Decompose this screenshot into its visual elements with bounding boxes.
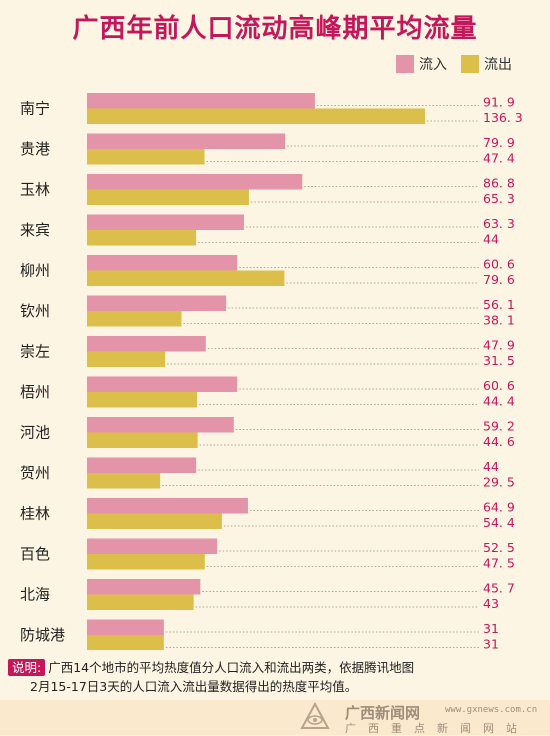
footer-cn: 广西重点新闻网站 xyxy=(345,722,529,735)
note-line1: 广西14个地市的平均热度值分人口流入和流出两类，依据腾讯地图 xyxy=(48,660,415,675)
data-label: 79. 6 xyxy=(483,272,515,287)
data-label: 136. 3 xyxy=(483,110,523,125)
data-label: 44 xyxy=(483,232,499,247)
data-label: 31. 5 xyxy=(483,353,515,368)
bar-outflow xyxy=(87,392,198,408)
note-tag: 说明: xyxy=(8,659,46,676)
bar-inflow xyxy=(87,93,315,109)
legend: 流入 流出 xyxy=(396,54,526,74)
bar-inflow xyxy=(87,174,303,190)
legend-outflow-swatch xyxy=(461,55,479,73)
data-label: 86. 8 xyxy=(483,176,515,191)
data-label: 91. 9 xyxy=(483,95,515,110)
category-label: 百色 xyxy=(20,545,50,563)
bar-outflow xyxy=(87,230,197,246)
legend-outflow: 流出 xyxy=(461,54,512,74)
category-label: 梧州 xyxy=(20,383,50,401)
legend-inflow-swatch xyxy=(396,55,414,73)
bar-inflow xyxy=(87,214,244,230)
data-label: 60. 6 xyxy=(483,378,515,393)
bar-outflow xyxy=(87,149,205,165)
bar-inflow xyxy=(87,538,218,554)
footnote: 说明: 广西14个地市的平均热度值分人口流入和流出两类，依据腾讯地图 2月15-1… xyxy=(8,658,543,696)
data-label: 63. 3 xyxy=(483,216,515,231)
category-label: 南宁 xyxy=(20,100,50,118)
bar-outflow xyxy=(87,311,182,327)
bar-inflow xyxy=(87,376,238,392)
data-label: 43 xyxy=(483,596,499,611)
category-label: 钦州 xyxy=(20,302,50,320)
data-label: 44. 4 xyxy=(483,394,515,409)
data-label: 64. 9 xyxy=(483,500,515,515)
data-label: 44. 6 xyxy=(483,434,515,449)
bar-outflow xyxy=(87,635,164,650)
bar-outflow xyxy=(87,351,166,367)
data-label: 45. 7 xyxy=(483,581,515,596)
data-label: 56. 1 xyxy=(483,297,515,312)
footer-url: www.gxnews.com.cn xyxy=(445,705,538,715)
category-label: 防城港 xyxy=(20,626,65,644)
data-label: 79. 9 xyxy=(483,135,515,150)
bar-inflow xyxy=(87,417,234,433)
data-label: 52. 5 xyxy=(483,540,515,555)
bar-inflow xyxy=(87,255,238,271)
category-label: 北海 xyxy=(20,586,50,604)
bar-outflow xyxy=(87,594,194,610)
data-label: 31 xyxy=(483,621,499,636)
bar-inflow xyxy=(87,619,164,635)
bar-inflow xyxy=(87,336,206,352)
data-label: 47. 5 xyxy=(483,556,515,571)
category-label: 崇左 xyxy=(20,343,50,361)
bar-outflow xyxy=(87,473,161,489)
data-label: 59. 2 xyxy=(483,419,515,434)
legend-inflow-label: 流入 xyxy=(419,57,447,73)
data-label: 65. 3 xyxy=(483,191,515,206)
eye-logo-icon xyxy=(300,702,330,729)
bar-inflow xyxy=(87,133,286,149)
bar-inflow xyxy=(87,457,197,473)
data-label: 60. 6 xyxy=(483,257,515,272)
bar-outflow xyxy=(87,108,426,124)
category-label: 贵港 xyxy=(20,140,50,158)
bar-inflow xyxy=(87,579,201,595)
bar-outflow xyxy=(87,189,249,205)
category-label: 柳州 xyxy=(20,262,50,280)
category-label: 桂林 xyxy=(20,505,50,523)
bar-outflow xyxy=(87,432,198,448)
bar-inflow xyxy=(87,295,227,311)
category-label: 河池 xyxy=(20,424,50,442)
data-label: 44 xyxy=(483,459,499,474)
data-label: 29. 5 xyxy=(483,475,515,490)
data-label: 47. 4 xyxy=(483,151,515,166)
category-label: 贺州 xyxy=(20,464,50,482)
legend-outflow-label: 流出 xyxy=(484,57,512,73)
category-label: 来宾 xyxy=(20,221,50,239)
footer-logo-text: 广西新闻网 xyxy=(345,704,421,722)
data-label: 38. 1 xyxy=(483,313,515,328)
category-label: 玉林 xyxy=(20,181,50,199)
chart-title: 广西年前人口流动高峰期平均流量 xyxy=(72,14,478,44)
bar-inflow xyxy=(87,498,248,514)
data-label: 47. 9 xyxy=(483,338,515,353)
bar-outflow xyxy=(87,554,205,570)
bar-outflow xyxy=(87,513,222,529)
footer-watermark: 广西新闻网 www.gxnews.com.cn 广西重点新闻网站 xyxy=(0,700,550,735)
data-label: 54. 4 xyxy=(483,515,515,530)
legend-inflow: 流入 xyxy=(396,54,447,74)
data-label: 31 xyxy=(483,637,499,651)
note-line2: 2月15-17日3天的人口流入流出量数据得出的热度平均值。 xyxy=(30,679,358,694)
bar-outflow xyxy=(87,270,285,286)
